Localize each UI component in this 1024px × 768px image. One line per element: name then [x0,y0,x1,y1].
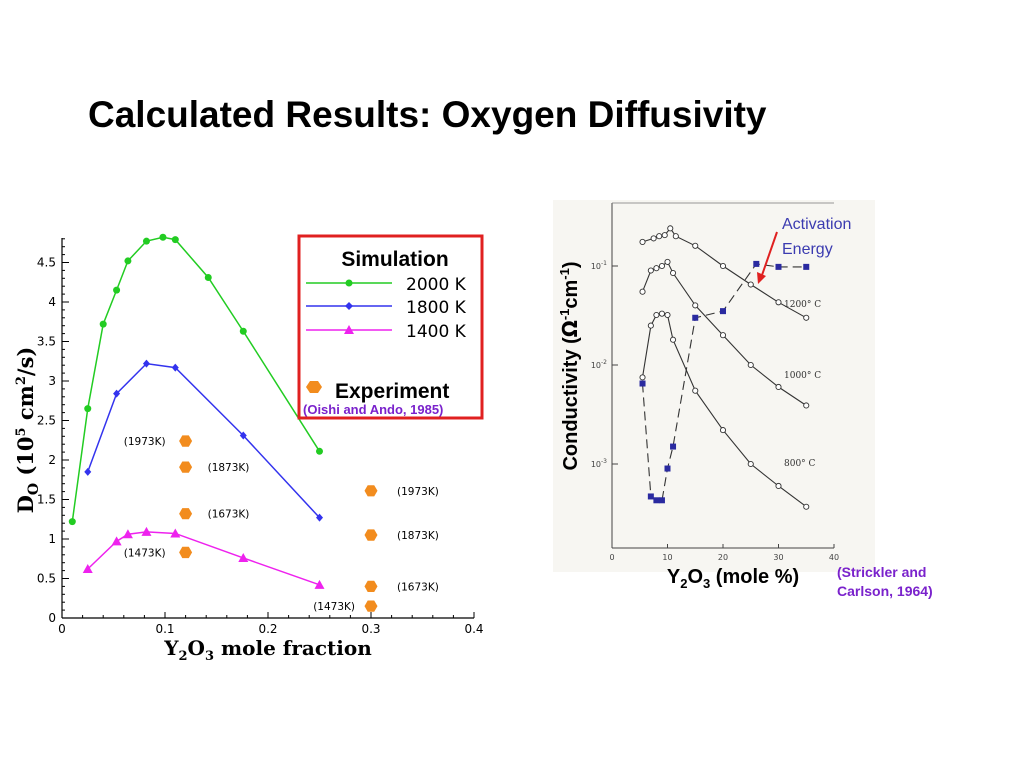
point-2000k [142,237,150,245]
point-2000k [239,327,247,335]
point-1800k [113,389,121,398]
point-1400k [170,528,181,538]
point-1800k [142,359,150,368]
experiment-point-label: (1873K) [208,462,250,474]
left-x-tick-label: 0.2 [258,622,277,636]
left-x-tick-label: 0.3 [361,622,380,636]
left-x-tick-label: 0.4 [464,622,483,636]
left-y-tick-label: 1 [48,532,56,546]
legend-title: Simulation [341,248,448,271]
point-1400k [122,529,133,539]
legend-experiment-label: Experiment [335,380,449,403]
experiment-point [364,600,378,612]
left-y-tick-label: 4.5 [37,256,56,270]
point-1400k [82,564,93,574]
left-y-tick-label: 3 [48,374,56,388]
experiment-point [364,580,378,592]
experiment-point-label: (1673K) [397,581,439,593]
left-axes: 0 0.1 0.2 0.3 0.4 0 0.5 1 1.5 2 2.5 3 3.5 4 4.5 [37,238,484,636]
series-line-2000k [71,236,321,522]
legend: Simulation 2000 K 1800 K 1400 K Experime… [297,234,484,420]
point-1800k [239,431,247,440]
experiment-point-label: (1473K) [313,601,355,613]
experiment-point [179,508,193,520]
left-series [68,233,325,589]
left-y-tick-label: 1.5 [37,493,56,507]
point-2000k [68,518,76,526]
left-y-tick-label: 0.5 [37,572,56,586]
slide-title: Calculated Results: Oxygen Diffusivity [88,94,767,135]
legend-entry-1800k: 1800 K [406,298,467,318]
legend-marker-2000k [345,279,353,287]
point-1400k [111,536,122,546]
left-y-axis-label: DO (105 cm2/s) [13,347,42,514]
experiment-point-label: (1473K) [124,547,166,559]
point-2000k [124,257,132,265]
point-2000k [171,236,179,244]
point-2000k [99,320,107,328]
series-line-1400k [87,531,320,586]
point-1800k [171,363,179,372]
point-1800k [316,513,323,522]
experiment-point [179,461,193,473]
legend-entry-1400k: 1400 K [406,322,467,342]
experiment-point-label: (1673K) [208,509,250,521]
point-2000k [159,233,167,241]
experiment-point [179,435,193,447]
point-1400k [314,579,325,589]
series-line-1800k [87,362,321,519]
point-1400k [238,552,249,562]
left-y-tick-label: 2.5 [37,414,56,428]
point-2000k [113,286,121,294]
left-x-axis-label: Y2O3 mole fraction [163,636,372,664]
legend-marker-1400k [344,325,354,334]
experiment-point-label: (1873K) [397,530,439,542]
experiment-point-label: (1973K) [397,486,439,498]
left-x-tick-label: 0.1 [155,622,174,636]
experiment-point-label: (1973K) [124,436,166,448]
point-2000k [204,274,212,282]
legend-marker-1800k [345,302,353,310]
legend-entry-2000k: 2000 K [406,275,467,295]
experiment-point [364,529,378,541]
legend-marker-experiment [306,381,322,393]
experiment-point [364,485,378,497]
legend-experiment-citation: (Oishi and Ando, 1985) [303,402,443,417]
point-1400k [141,526,152,536]
left-x-tick-label: 0 [58,622,66,636]
experiment-point [179,546,193,559]
left-y-tick-label: 4 [48,295,56,309]
left-y-tick-label: 2 [48,453,56,467]
point-2000k [84,405,92,413]
point-1800k [84,467,92,476]
left-y-tick-label: 0 [48,611,56,625]
experiment-points: (1973K) (1873K) (1673K) (1473K) (1973K) (1873… [124,435,439,613]
left-y-tick-label: 3.5 [37,335,56,349]
point-2000k [316,447,323,455]
legend-box [297,234,484,420]
